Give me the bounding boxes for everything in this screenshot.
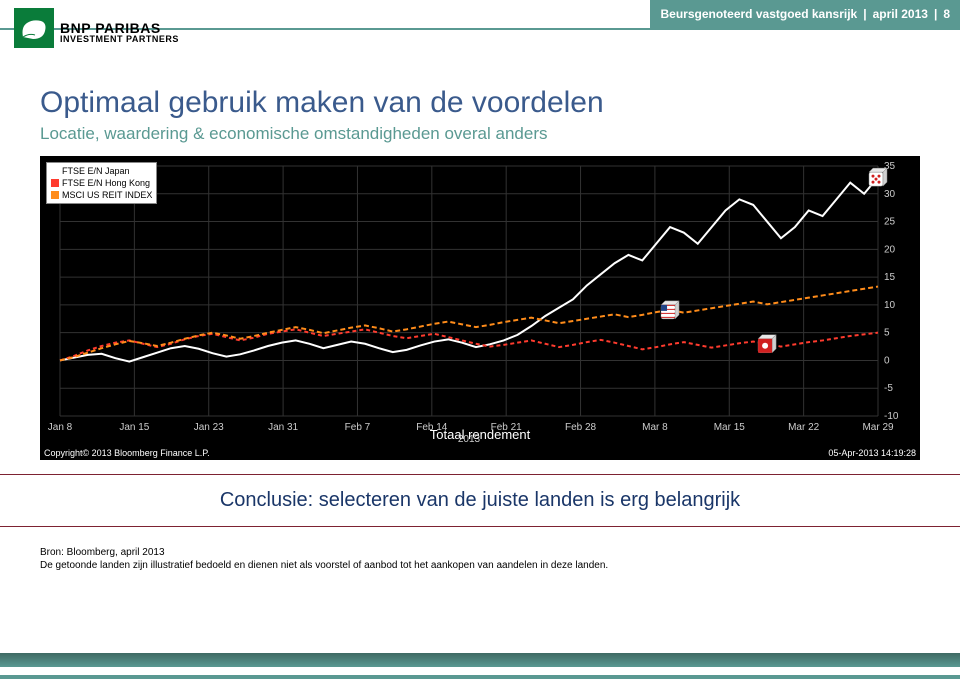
conclusion-rule [0,526,960,527]
footer-band [0,653,960,667]
chart-legend: FTSE E/N JapanFTSE E/N Hong KongMSCI US … [46,162,157,204]
legend-label: MSCI US REIT INDEX [62,189,152,201]
svg-text:5: 5 [884,328,890,339]
page-subtitle: Locatie, waardering & economische omstan… [40,124,547,144]
sep-icon: | [863,7,866,21]
page-title: Optimaal gebruik maken van de voordelen [40,86,604,120]
conclusion-block: Conclusie: selecteren van de juiste land… [0,474,960,527]
svg-text:-10: -10 [884,411,899,422]
legend-label: FTSE E/N Hong Kong [62,177,150,189]
page-num: 8 [943,7,950,21]
legend-label: FTSE E/N Japan [62,165,130,177]
chart-inner-label: Totaal rendement [40,427,920,442]
footer-band [0,675,960,679]
sep-icon: | [934,7,937,21]
svg-text:0: 0 [884,355,890,366]
legend-swatch [51,191,59,199]
chart-copyright: Copyright© 2013 Bloomberg Finance L.P. [44,448,210,458]
legend-row: MSCI US REIT INDEX [51,189,152,201]
doc-title: Beursgenoteerd vastgoed kansrijk [660,7,857,21]
brand-sub: INVESTMENT PARTNERS [60,34,179,44]
svg-text:25: 25 [884,217,896,228]
header: BNP PARIBAS INVESTMENT PARTNERS Beursgen… [0,0,960,54]
legend-row: FTSE E/N Japan [51,165,152,177]
chart: -10-505101520253035Jan 8Jan 15Jan 23Jan … [40,156,920,460]
svg-text:10: 10 [884,300,896,311]
chart-svg: -10-505101520253035Jan 8Jan 15Jan 23Jan … [40,156,920,460]
chart-timestamp: 05-Apr-2013 14:19:28 [828,448,916,458]
legend-row: FTSE E/N Hong Kong [51,177,152,189]
legend-swatch [51,179,59,187]
conclusion-text: Conclusie: selecteren van de juiste land… [0,475,960,526]
logo-icon [14,8,54,48]
footer-band [0,667,960,675]
svg-text:20: 20 [884,244,896,255]
svg-text:-5: -5 [884,383,893,394]
footer [0,653,960,679]
svg-text:15: 15 [884,272,896,283]
doc-date: april 2013 [873,7,928,21]
svg-text:30: 30 [884,189,896,200]
header-right: Beursgenoteerd vastgoed kansrijk | april… [650,0,960,28]
source-line2: De getoonde landen zijn illustratief bed… [40,559,608,572]
source-block: Bron: Bloomberg, april 2013 De getoonde … [40,546,608,572]
legend-swatch [51,167,59,175]
source-line1: Bron: Bloomberg, april 2013 [40,546,608,559]
